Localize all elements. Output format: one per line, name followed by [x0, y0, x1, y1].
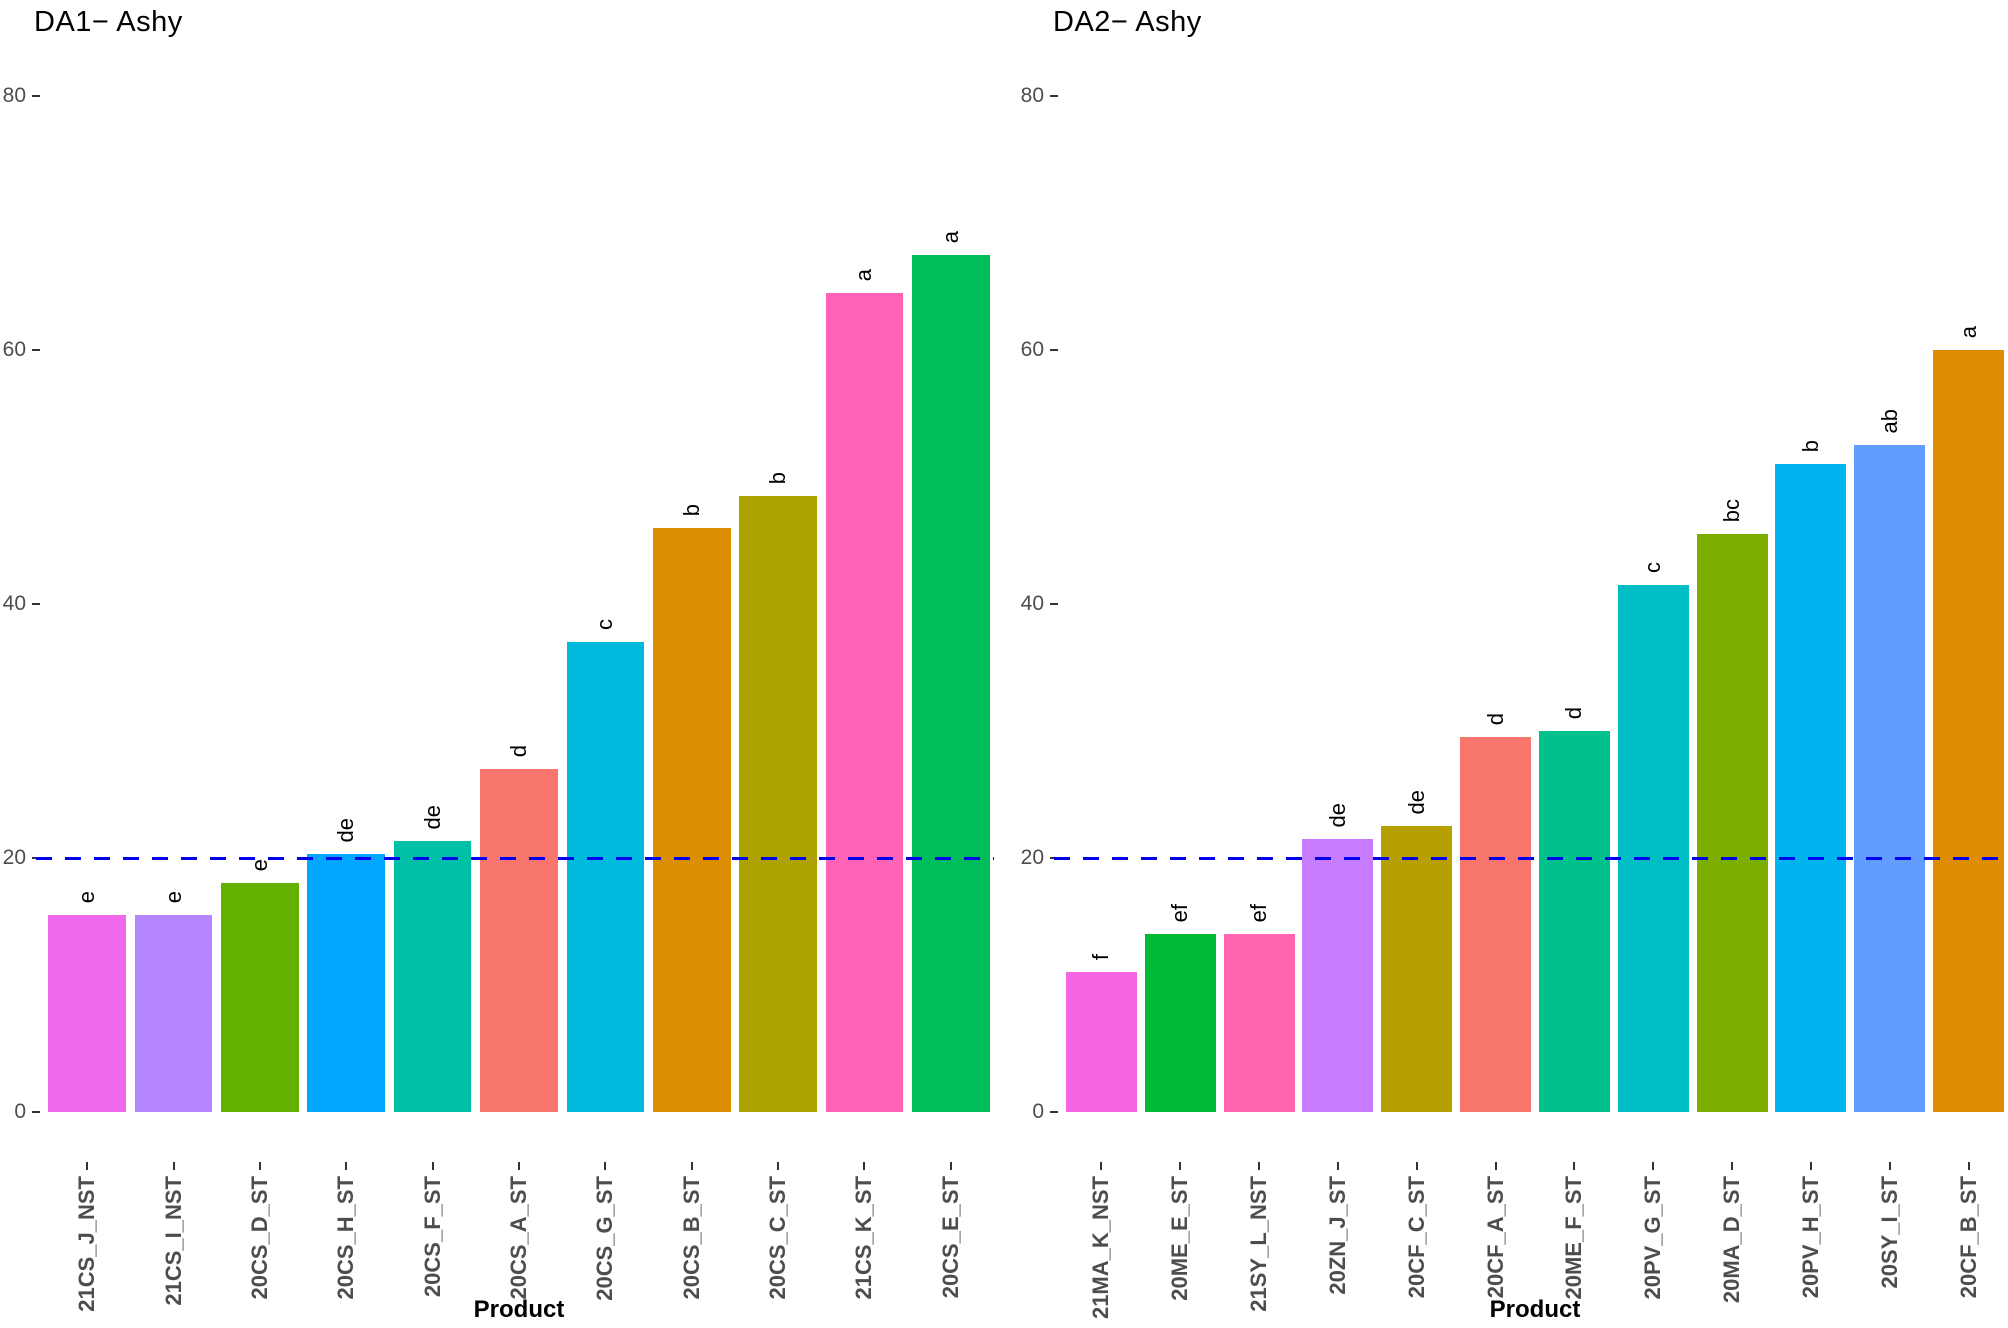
y-tick-mark: [1050, 603, 1058, 605]
bar: [134, 915, 213, 1112]
x-category-label: 20CF_B_ST: [1955, 1176, 1981, 1299]
sig-letter: de: [1403, 790, 1429, 815]
y-tick-label: 80: [2, 84, 26, 107]
sig-letter: f: [1088, 954, 1114, 961]
sig-letter: ef: [1246, 904, 1272, 923]
y-tick-label: 20: [2, 846, 26, 869]
sig-letter: a: [1955, 326, 1981, 339]
sig-letter: ef: [1167, 904, 1193, 923]
x-tick-mark: [1731, 1162, 1734, 1170]
x-tick-mark: [172, 1162, 175, 1170]
reference-line: [1054, 857, 2008, 860]
bar: [480, 769, 558, 1112]
x-category-label: 20SY_I_ST: [1876, 1176, 1902, 1289]
bar: [1065, 972, 1137, 1112]
y-tick-label: 40: [1020, 592, 1044, 615]
bar: [1538, 731, 1610, 1112]
bar: [1933, 350, 2005, 1112]
x-category-label: 20PV_H_ST: [1797, 1176, 1823, 1299]
x-category-label: 20CF_C_ST: [1403, 1176, 1429, 1299]
y-tick-mark: [32, 349, 40, 351]
x-tick-mark: [1573, 1162, 1576, 1170]
x-axis-title: Product: [473, 1296, 565, 1323]
y-tick-label: 20: [1020, 846, 1044, 869]
y-tick-label: 60: [1020, 338, 1044, 361]
x-tick-mark: [1100, 1162, 1103, 1170]
x-tick-mark: [863, 1162, 866, 1170]
bar: [221, 883, 299, 1112]
x-axis-title: Product: [1489, 1296, 1581, 1323]
bar: [393, 841, 472, 1112]
panel-title: DA2− Ashy: [1053, 6, 1202, 38]
x-tick-mark: [777, 1162, 780, 1170]
sig-letter: ab: [1876, 409, 1902, 434]
x-tick-mark: [604, 1162, 607, 1170]
bar: [307, 854, 386, 1112]
y-tick-label: 0: [14, 1100, 26, 1123]
x-category-label: 20ME_F_ST: [1561, 1176, 1587, 1300]
sig-letter: c: [1640, 561, 1666, 573]
bar: [48, 915, 127, 1112]
y-tick-mark: [1050, 1111, 1058, 1113]
bar: [566, 642, 645, 1112]
y-tick-mark: [32, 95, 40, 97]
x-tick-mark: [1415, 1162, 1418, 1170]
bar: [739, 496, 817, 1112]
bar: [825, 292, 904, 1112]
x-tick-mark: [1258, 1162, 1261, 1170]
x-tick-mark: [1967, 1162, 1970, 1170]
bar: [1381, 826, 1453, 1112]
bar: [1775, 464, 1847, 1112]
x-tick-mark: [1179, 1162, 1182, 1170]
x-tick-mark: [1809, 1162, 1812, 1170]
sig-letter: de: [1324, 802, 1350, 828]
y-tick-label: 40: [2, 592, 26, 615]
reference-line: [36, 857, 994, 860]
bar: [1144, 934, 1216, 1112]
bar: [1460, 737, 1532, 1112]
y-tick-mark: [32, 1111, 40, 1113]
x-tick-mark: [1888, 1162, 1891, 1170]
x-category-label: 20ZN_J_ST: [1324, 1176, 1350, 1295]
x-tick-mark: [690, 1162, 693, 1170]
sig-letter: d: [1561, 707, 1587, 720]
sig-letter: d: [1482, 713, 1508, 726]
x-category-label: 21MA_K_NST: [1088, 1176, 1114, 1320]
bar: [1302, 838, 1374, 1112]
y-tick-label: 60: [2, 338, 26, 361]
bar: [1617, 584, 1689, 1112]
bar: [911, 254, 990, 1112]
y-tick-mark: [1050, 95, 1058, 97]
x-category-label: 20ME_E_ST: [1167, 1176, 1193, 1301]
y-tick-mark: [1050, 349, 1058, 351]
x-category-label: 20MA_D_ST: [1719, 1176, 1745, 1304]
y-tick-mark: [32, 603, 40, 605]
bar: [1854, 445, 1926, 1112]
x-category-label: 20PV_G_ST: [1640, 1176, 1666, 1300]
panel-title: DA1− Ashy: [34, 6, 183, 38]
x-tick-mark: [1336, 1162, 1339, 1170]
x-category-label: 20CF_A_ST: [1482, 1176, 1508, 1299]
y-tick-label: 0: [1032, 1100, 1044, 1123]
x-tick-mark: [1652, 1162, 1655, 1170]
y-tick-label: 80: [1020, 84, 1044, 107]
x-tick-mark: [86, 1162, 89, 1170]
x-tick-mark: [258, 1162, 261, 1170]
bar: [652, 527, 731, 1112]
x-tick-mark: [345, 1162, 348, 1170]
x-tick-mark: [949, 1162, 952, 1170]
sig-letter: bc: [1719, 499, 1745, 523]
x-tick-mark: [518, 1162, 520, 1170]
bar: [1696, 534, 1768, 1112]
x-tick-mark: [1494, 1162, 1497, 1170]
x-tick-mark: [431, 1162, 434, 1170]
sig-letter: b: [1797, 440, 1823, 453]
bar: [1223, 934, 1295, 1112]
x-category-label: 21SY_L_NST: [1246, 1176, 1272, 1312]
